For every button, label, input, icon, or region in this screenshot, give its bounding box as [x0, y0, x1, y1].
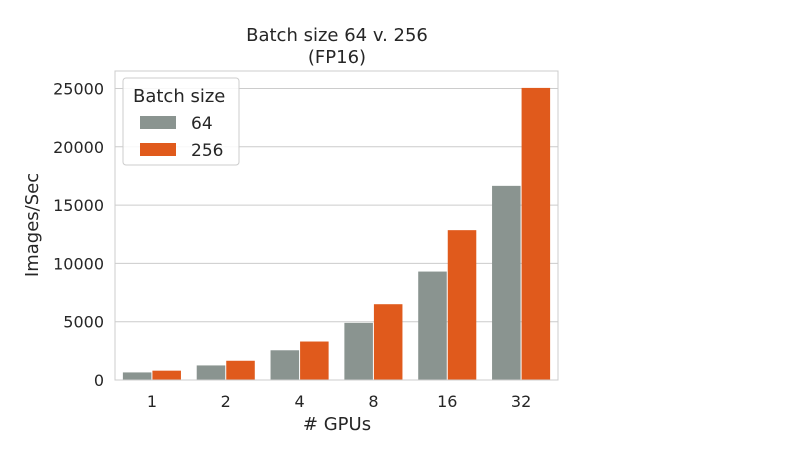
- bar-64-1: [122, 372, 152, 380]
- x-tick-label: 8: [368, 392, 378, 411]
- x-axis-label: # GPUs: [303, 414, 371, 435]
- bar-64-8: [344, 322, 373, 380]
- bar-256-2: [226, 360, 255, 380]
- x-tick-label: 4: [294, 392, 304, 411]
- plot-frame: [114, 70, 559, 381]
- bar-256-8: [373, 304, 403, 380]
- x-tick-label: 1: [147, 392, 157, 411]
- legend-label-64: 64: [191, 114, 213, 134]
- bar-256-1: [152, 370, 181, 380]
- legend-swatch-64: [140, 116, 176, 129]
- x-tick-label: 16: [437, 392, 457, 411]
- y-tick-label: 25000: [53, 79, 104, 98]
- bar-256-4: [300, 341, 329, 380]
- bar-64-16: [418, 271, 447, 380]
- chart-subtitle: (FP16): [308, 47, 366, 68]
- y-tick-labels: 0 5000 10000 15000 20000 25000: [53, 79, 104, 390]
- y-tick-label: 10000: [53, 254, 104, 273]
- chart-title: Batch size 64 v. 256: [246, 25, 428, 46]
- y-tick-label: 20000: [53, 138, 104, 157]
- bar-64-4: [270, 350, 300, 380]
- y-tick-label: 5000: [63, 313, 104, 332]
- bar-64-2: [196, 365, 226, 380]
- x-tick-labels: 1 2 4 8 16 32: [147, 392, 531, 411]
- legend: Batch size 64 256: [122, 77, 240, 166]
- bar-256-16: [447, 230, 477, 380]
- legend-label-256: 256: [191, 141, 223, 161]
- legend-title: Batch size: [133, 86, 225, 107]
- x-tick-label: 32: [511, 392, 531, 411]
- legend-swatch-256: [140, 143, 176, 156]
- x-tick-label: 2: [221, 392, 231, 411]
- y-axis-label: Images/Sec: [22, 173, 43, 277]
- bar-64-32: [492, 185, 521, 380]
- bar-256-32: [521, 87, 551, 381]
- y-tick-label: 0: [94, 371, 104, 390]
- bars: [122, 87, 551, 381]
- y-tick-label: 15000: [53, 196, 104, 215]
